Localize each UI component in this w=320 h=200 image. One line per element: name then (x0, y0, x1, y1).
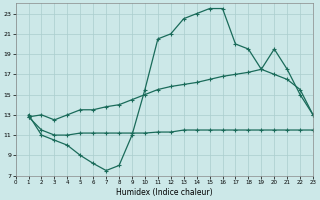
X-axis label: Humidex (Indice chaleur): Humidex (Indice chaleur) (116, 188, 213, 197)
